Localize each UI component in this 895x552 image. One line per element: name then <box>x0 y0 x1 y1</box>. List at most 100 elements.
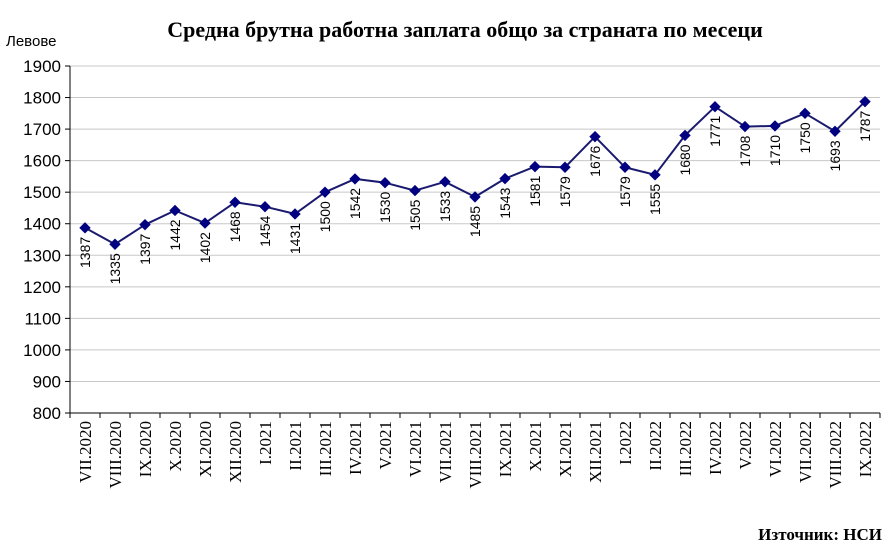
data-label-IX.2022: 1787 <box>857 110 873 141</box>
data-label-VII.2021: 1533 <box>437 191 453 222</box>
data-label-IX.2021: 1543 <box>497 187 513 218</box>
data-point-VIII.2021 <box>469 191 481 203</box>
data-label-I.2021: 1454 <box>257 215 273 246</box>
data-label-II.2022: 1555 <box>647 184 663 215</box>
data-label-IV.2022: 1771 <box>707 115 723 146</box>
x-tick-label-II.2021: II.2021 <box>286 421 305 471</box>
data-point-XII.2021 <box>589 130 601 143</box>
data-point-VII.2020 <box>79 222 91 234</box>
data-label-VII.2020: 1387 <box>77 237 93 268</box>
data-point-III.2021 <box>319 186 331 198</box>
y-tick-label-1900: 1900 <box>23 57 61 76</box>
data-label-III.2022: 1680 <box>677 144 693 175</box>
x-tick-label-III.2022: III.2022 <box>676 421 695 476</box>
x-tick-label-VI.2022: VI.2022 <box>766 421 785 477</box>
x-tick-label-VI.2021: VI.2021 <box>406 421 425 477</box>
data-label-IX.2020: 1397 <box>137 233 153 264</box>
data-point-II.2022 <box>649 169 661 181</box>
data-label-XII.2020: 1468 <box>227 211 243 242</box>
data-label-XI.2021: 1579 <box>557 176 573 207</box>
data-point-VI.2021 <box>409 184 421 197</box>
data-point-VII.2021 <box>439 176 451 188</box>
y-tick-label-800: 800 <box>33 404 61 423</box>
data-point-XII.2020 <box>229 196 241 208</box>
x-tick-label-VII.2020: VII.2020 <box>76 421 95 483</box>
data-labels: 1387 1335 1397 1442 1402 1468 1454 1431 1500 1542… <box>77 110 873 284</box>
data-point-I.2021 <box>259 200 271 213</box>
y-tick-label-1600: 1600 <box>23 152 61 171</box>
x-tick-label-III.2021: III.2021 <box>316 421 335 476</box>
x-tick-label-I.2021: I.2021 <box>256 421 275 465</box>
y-tick-label-1500: 1500 <box>23 183 61 202</box>
data-label-XI.2020: 1402 <box>197 232 213 263</box>
data-point-I.2022 <box>619 161 631 173</box>
x-tick-label-IV.2022: IV.2022 <box>706 421 725 475</box>
source-label: Източник: НСИ <box>758 525 882 544</box>
series-markers <box>79 95 871 250</box>
data-point-IX.2022 <box>859 95 871 108</box>
axes <box>69 66 880 414</box>
y-tick-label-1100: 1100 <box>24 309 61 328</box>
data-label-V.2022: 1708 <box>737 135 753 166</box>
x-tick-label-V.2022: V.2022 <box>736 421 755 469</box>
y-tick-label-1200: 1200 <box>23 278 61 297</box>
x-tick-label-XII.2020: XII.2020 <box>226 421 245 483</box>
data-point-X.2020 <box>169 204 181 217</box>
x-tick-label-IX.2021: IX.2021 <box>496 421 515 477</box>
x-tick-label-V.2021: V.2021 <box>376 421 395 469</box>
data-point-XI.2020 <box>199 217 211 229</box>
data-label-VII.2022: 1750 <box>797 122 813 153</box>
x-tick-label-IX.2020: IX.2020 <box>136 421 155 477</box>
y-tick-label-1400: 1400 <box>23 215 61 234</box>
data-point-IV.2022 <box>709 100 721 113</box>
x-tick-label-VIII.2021: VIII.2021 <box>466 421 485 489</box>
x-tick-label-IV.2021: IV.2021 <box>346 421 365 475</box>
data-label-III.2021: 1500 <box>317 201 333 232</box>
x-tick-label-VIII.2020: VIII.2020 <box>106 421 125 489</box>
x-tick-label-VII.2021: VII.2021 <box>436 421 455 483</box>
data-point-V.2022 <box>739 120 751 133</box>
x-tick-label-XI.2020: XI.2020 <box>196 421 215 477</box>
y-axis-ticks: 800 900 1000 1100 1200 1300 1400 1500 1600 1700 18… <box>23 57 70 423</box>
data-point-V.2021 <box>379 177 391 189</box>
data-point-XI.2021 <box>559 161 571 173</box>
y-tick-label-1000: 1000 <box>23 341 61 360</box>
chart-title: Средна брутна работна заплата общо за ст… <box>167 17 763 42</box>
y-tick-label-1800: 1800 <box>23 89 61 108</box>
data-label-IV.2021: 1542 <box>347 188 363 219</box>
data-point-VIII.2020 <box>109 238 121 250</box>
x-tick-label-II.2022: II.2022 <box>646 421 665 471</box>
y-axis-unit-label: Левове <box>6 33 56 50</box>
data-label-XII.2021: 1676 <box>587 145 603 176</box>
x-tick-label-X.2021: X.2021 <box>526 421 545 472</box>
x-tick-label-VIII.2022: VIII.2022 <box>826 421 845 489</box>
data-point-VI.2022 <box>769 120 781 132</box>
x-axis-ticks: VII.2020 VIII.2020 IX.2020 X.2020 XI.2020 XII… <box>69 413 881 489</box>
x-tick-label-XII.2021: XII.2021 <box>586 421 605 483</box>
data-point-II.2021 <box>289 208 301 220</box>
x-tick-label-XI.2021: XI.2021 <box>556 421 575 477</box>
y-tick-label-1700: 1700 <box>23 120 61 139</box>
data-point-X.2021 <box>529 160 541 173</box>
data-point-IX.2020 <box>139 218 151 231</box>
x-tick-label-I.2022: I.2022 <box>616 421 635 465</box>
data-point-VII.2022 <box>799 107 811 120</box>
data-label-V.2021: 1530 <box>377 192 393 223</box>
data-label-X.2021: 1581 <box>527 175 543 206</box>
y-tick-label-900: 900 <box>33 372 61 391</box>
x-tick-label-IX.2022: IX.2022 <box>856 421 875 477</box>
x-tick-label-X.2020: X.2020 <box>166 421 185 472</box>
x-tick-label-VII.2022: VII.2022 <box>796 421 815 483</box>
data-label-VIII.2020: 1335 <box>107 253 123 284</box>
data-label-VIII.2022: 1693 <box>827 140 843 171</box>
data-label-II.2021: 1431 <box>287 223 303 254</box>
data-label-VI.2021: 1505 <box>407 199 423 230</box>
data-label-VIII.2021: 1485 <box>467 206 483 237</box>
data-label-I.2022: 1579 <box>617 176 633 207</box>
data-point-III.2022 <box>679 129 691 142</box>
data-label-VI.2022: 1710 <box>767 135 783 166</box>
data-point-IX.2021 <box>499 172 511 185</box>
data-label-X.2020: 1442 <box>167 219 183 250</box>
y-tick-label-1300: 1300 <box>23 246 61 265</box>
